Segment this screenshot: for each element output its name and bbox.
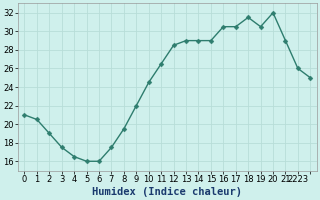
X-axis label: Humidex (Indice chaleur): Humidex (Indice chaleur) (92, 186, 242, 197)
